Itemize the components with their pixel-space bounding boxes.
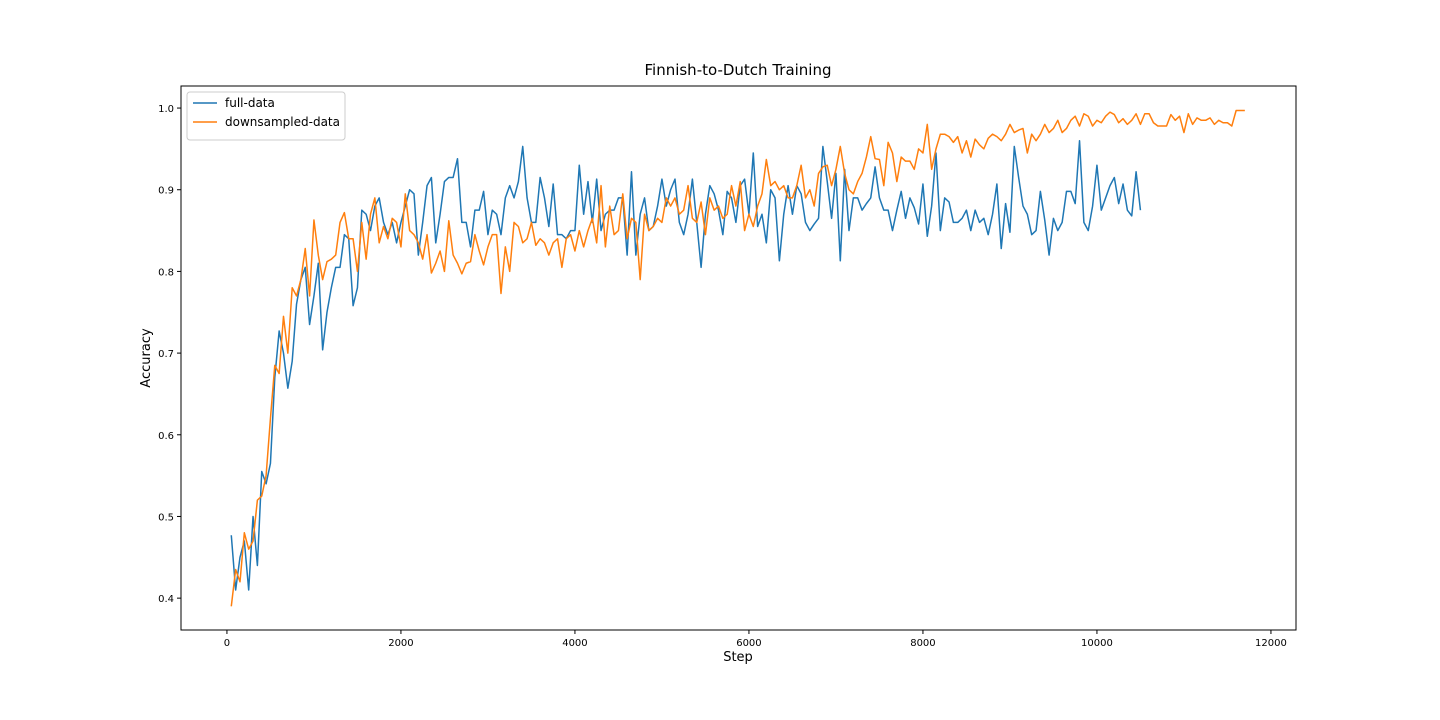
y-tick-label: 0.7 [158, 349, 174, 360]
series-line [230, 109, 1245, 607]
y-axis-label: Accuracy [139, 328, 154, 388]
legend-label: downsampled-data [225, 115, 340, 129]
plot-frame [180, 85, 1297, 631]
legend-label: full-data [225, 96, 275, 110]
y-tick-label: 1.0 [158, 104, 174, 115]
x-tick-label: 10000 [1081, 638, 1113, 649]
chart-title: Finnish-to-Dutch Training [644, 61, 831, 79]
y-tick-label: 0.8 [158, 267, 174, 278]
x-tick-label: 12000 [1255, 638, 1287, 649]
y-tick-label: 0.6 [158, 431, 174, 442]
legend-box [186, 91, 346, 141]
x-tick-label: 6000 [736, 638, 761, 649]
x-axis-label: Step [723, 650, 753, 665]
x-tick-label: 8000 [910, 638, 935, 649]
y-tick-label: 0.9 [158, 186, 174, 197]
y-tick-label: 0.5 [158, 512, 174, 523]
series-line [230, 139, 1142, 591]
x-tick-label: 0 [224, 638, 230, 649]
x-tick-label: 2000 [388, 638, 413, 649]
y-tick-label: 0.4 [158, 594, 174, 605]
x-tick-label: 4000 [562, 638, 587, 649]
